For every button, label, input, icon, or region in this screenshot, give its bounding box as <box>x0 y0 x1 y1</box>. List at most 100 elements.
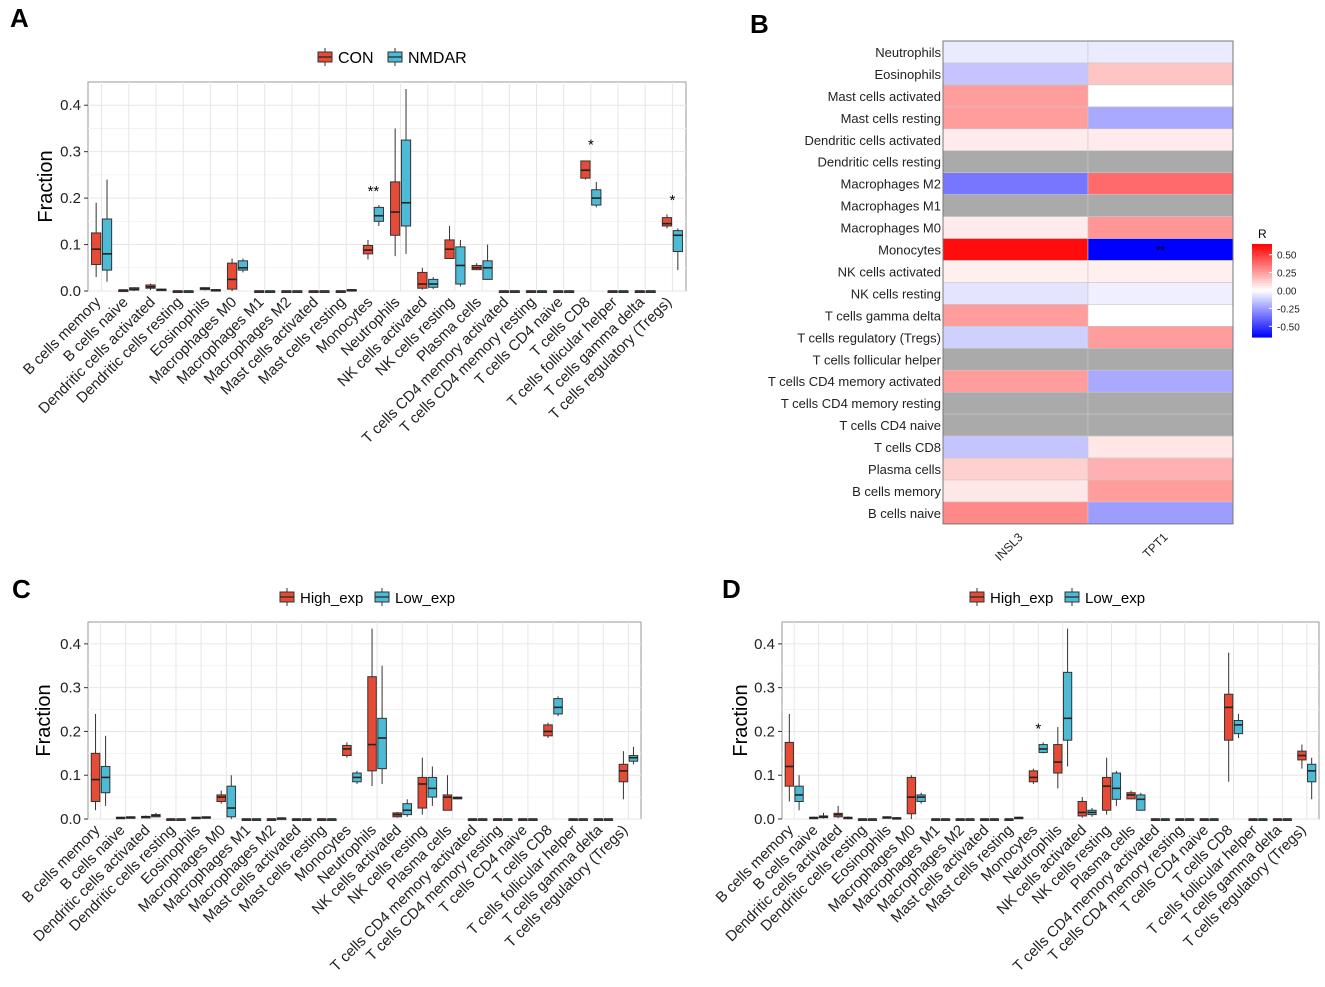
legend-gradient-step <box>1252 327 1272 331</box>
heatmap-cell <box>1087 216 1234 239</box>
heatmap-cell <box>1087 40 1234 64</box>
box-nmdar <box>400 139 412 227</box>
legend-gradient-step <box>1252 320 1272 324</box>
heatmap-cell <box>942 501 1089 525</box>
legend-gradient-step <box>1252 248 1272 252</box>
y-axis-label: Fraction <box>730 684 752 756</box>
heatmap-row-label: Dendritic cells activated <box>804 133 941 148</box>
heatmap-cell <box>1087 128 1234 152</box>
box-high-exp <box>1224 693 1234 741</box>
y-tick-label: 0.2 <box>60 723 81 740</box>
panel-label-c: C <box>12 574 31 604</box>
legend-gradient-step <box>1252 250 1272 254</box>
heatmap-cell <box>942 128 1089 152</box>
heatmap-cell <box>942 435 1089 459</box>
panel-label-a: A <box>10 3 29 33</box>
y-tick-label: 0.3 <box>60 680 81 697</box>
heatmap-cell <box>942 150 1089 174</box>
significance-marker: * <box>588 136 594 153</box>
heatmap-cell <box>942 172 1089 195</box>
box-nmdar <box>101 218 113 271</box>
heatmap-row-label: Macrophages M2 <box>841 177 941 192</box>
box-high-exp <box>367 676 377 772</box>
box-low-exp <box>377 717 387 770</box>
box-con <box>661 217 673 227</box>
y-tick-label: 0.0 <box>60 811 81 828</box>
legend-gradient-step <box>1252 271 1272 275</box>
legend-gradient-step <box>1252 309 1272 313</box>
legend-gradient-step <box>1252 285 1272 289</box>
heatmap-cell <box>1087 150 1234 174</box>
box-nmdar <box>672 230 683 253</box>
box-con <box>417 271 428 289</box>
legend-tick-label: 0.25 <box>1277 269 1297 280</box>
heatmap-row-label: Macrophages M1 <box>841 199 941 214</box>
legend-gradient-step <box>1252 325 1272 329</box>
legend-label: High_exp <box>300 590 363 607</box>
legend-gradient-step <box>1252 278 1272 282</box>
heatmap-row-label: NK cells activated <box>838 264 941 279</box>
box-high-exp <box>618 763 629 783</box>
heatmap-row-label: Eosinophils <box>875 67 942 82</box>
legend-gradient-step <box>1252 311 1272 315</box>
legend-gradient-step <box>1252 262 1272 266</box>
heatmap-chart-b: Neutrophils Eosinophils Mast cells activat… <box>768 40 1300 564</box>
legend-gradient-step <box>1252 260 1272 264</box>
box-low-exp <box>100 765 111 794</box>
box-low-exp <box>1062 671 1073 741</box>
box-nmdar <box>373 206 384 222</box>
box-high-exp <box>543 724 553 737</box>
y-tick-label: 0.1 <box>754 767 775 784</box>
plot-panel <box>87 621 642 820</box>
heatmap-cell <box>1087 501 1234 525</box>
legend-gradient-step <box>1252 292 1272 296</box>
significance-marker: ** <box>368 183 380 200</box>
heatmap-cell <box>942 457 1089 481</box>
legend-gradient-step <box>1252 290 1272 294</box>
legend-tick-label: -0.25 <box>1277 304 1300 315</box>
heatmap-cell <box>942 304 1089 327</box>
box-high-exp <box>906 776 917 815</box>
legend-gradient-step <box>1252 274 1272 278</box>
legend-label: NMDAR <box>408 50 467 67</box>
heatmap-cell <box>1087 194 1234 217</box>
heatmap-cell <box>1087 62 1234 86</box>
legend-gradient-step <box>1252 276 1272 280</box>
legend-label: High_exp <box>990 590 1053 607</box>
heatmap-cell <box>1087 326 1234 349</box>
heatmap-cell <box>942 194 1089 217</box>
heatmap-cell <box>1087 347 1234 371</box>
legend-gradient-step <box>1252 246 1272 250</box>
box-low-exp <box>1233 720 1244 735</box>
heatmap-row-label: Mast cells activated <box>828 89 941 104</box>
heatmap-row-label: T cells CD4 memory activated <box>768 374 941 389</box>
heatmap-column-label: TPT1 <box>1140 530 1171 561</box>
heatmap-row-label: T cells gamma delta <box>825 308 942 323</box>
heatmap-row-label: Monocytes <box>878 243 941 258</box>
legend-gradient-step <box>1252 318 1272 322</box>
heatmap-cell <box>1087 84 1234 108</box>
heatmap-cell <box>942 106 1089 130</box>
heatmap-cell <box>1087 435 1234 459</box>
box-high-exp <box>442 794 453 811</box>
legend-gradient-step <box>1252 306 1272 310</box>
heatmap-border <box>942 40 1234 525</box>
legend-tick-label: 0.00 <box>1277 287 1297 298</box>
box-low-exp <box>1136 794 1146 811</box>
panel-label-d: D <box>722 574 741 604</box>
box-nmdar <box>237 260 249 271</box>
legend-gradient-step <box>1252 304 1272 308</box>
legend-gradient-step <box>1252 302 1272 306</box>
y-tick-label: 0.4 <box>60 97 81 114</box>
heatmap-row-label: Dendritic cells resting <box>817 155 941 170</box>
legend-gradient-step <box>1252 334 1272 338</box>
box-low-exp <box>916 794 926 802</box>
box-low-exp <box>427 776 438 798</box>
heatmap-row-label: Macrophages M0 <box>841 221 941 236</box>
legend-gradient-step <box>1252 281 1272 285</box>
box-high-exp <box>1028 770 1039 783</box>
